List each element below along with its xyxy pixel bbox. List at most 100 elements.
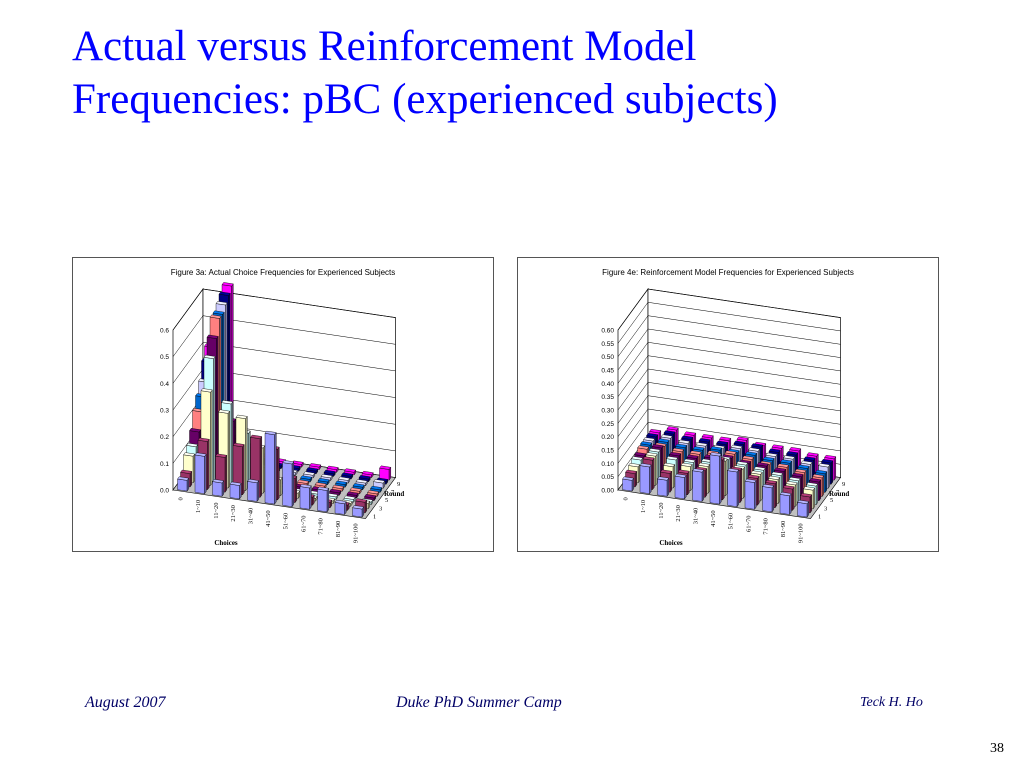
bar [379, 465, 392, 481]
bar-top-face [780, 459, 793, 464]
bar-front-face [797, 502, 808, 518]
round-tick-label: 7 [836, 489, 840, 496]
bar-side-face [719, 453, 722, 505]
bar-front-face [177, 478, 188, 492]
bar [797, 499, 810, 518]
bar-side-face [669, 470, 673, 493]
bar-top-face [317, 478, 330, 483]
bar [212, 479, 225, 497]
bar-top-face [341, 472, 354, 477]
bar [317, 486, 330, 513]
bar-top-face [215, 301, 228, 306]
gridline [617, 368, 841, 411]
bar-top-face [177, 476, 190, 481]
bar-side-face [792, 486, 795, 512]
slide-title-line2: Frequencies: pBC (experienced subjects) [72, 76, 778, 123]
bar-top-face [762, 456, 775, 461]
bar [344, 468, 357, 476]
bar-top-face [299, 484, 312, 489]
bar-top-face [771, 444, 784, 449]
x-tick-label: 31~40 [693, 508, 700, 525]
round-tick-label: 1 [373, 514, 376, 521]
bar-top-face [751, 443, 764, 448]
x-tick-label: 91~100 [798, 523, 805, 543]
bar-top-face [344, 468, 357, 473]
bar-top-face [762, 483, 775, 489]
bar-top-face [334, 499, 347, 505]
bar-top-face [317, 486, 330, 491]
bar-front-face [657, 478, 668, 497]
bar-top-face [648, 448, 661, 453]
round-tick-label: 9 [842, 481, 845, 488]
bar-side-face [789, 493, 792, 516]
bar [335, 480, 348, 488]
bar-front-face [674, 475, 685, 500]
x-tick-label: 71~80 [318, 518, 325, 535]
bar-top-face [335, 480, 348, 485]
bar-top-face [309, 463, 322, 468]
gridline [617, 422, 841, 464]
bar-top-face [183, 452, 196, 457]
bar-top-face [643, 437, 656, 442]
bar-front-face [779, 494, 790, 515]
bar-top-face [744, 478, 757, 483]
bar-side-face [815, 483, 818, 506]
bar-top-face [800, 493, 813, 498]
bar-top-face [320, 473, 333, 479]
round-tick-label: 3 [824, 505, 827, 512]
bar-top-face [660, 469, 673, 474]
bar-side-face [204, 453, 207, 495]
bar-top-face [264, 430, 277, 436]
bar-top-face [783, 455, 796, 460]
bar-top-face [622, 476, 635, 481]
bar-side-face [827, 464, 830, 490]
bar-top-face [797, 464, 810, 469]
bar-top-face [180, 469, 193, 474]
slide-title-line1: Actual versus Reinforcement Model [72, 23, 697, 70]
bar-side-face [704, 467, 708, 499]
bar [674, 473, 687, 500]
bar-top-face [684, 431, 697, 436]
bar-side-face [189, 470, 193, 488]
bar-top-face [768, 475, 781, 480]
bar-top-face [250, 434, 263, 439]
y-tick-label: 0.2 [160, 434, 169, 441]
bar-top-face [698, 462, 711, 467]
bar-side-face [806, 500, 809, 518]
bar-top-face [812, 473, 825, 479]
chart-reinforcement-svg: Figure 4e: Reinforcement Model Frequenci… [601, 268, 854, 547]
x-tick-label: 41~50 [710, 510, 717, 527]
footer-date: August 2007 [85, 694, 166, 711]
y-tick-label: 0.4 [160, 381, 169, 388]
bar-side-face [634, 470, 638, 488]
gridline [617, 288, 841, 331]
gridline [617, 395, 841, 437]
round-tick-label: 7 [391, 489, 395, 496]
gridline [172, 315, 396, 357]
bar-top-face [338, 476, 351, 481]
bar-side-face [684, 474, 687, 500]
bar-side-face [248, 430, 251, 488]
bar-front-face [282, 462, 293, 507]
gridline [617, 408, 841, 451]
bar-top-face [232, 442, 245, 448]
bar-top-face [765, 479, 778, 485]
bar-top-face [639, 463, 652, 468]
bar-top-face [352, 505, 365, 510]
footer-event: Duke PhD Summer Camp [396, 694, 562, 711]
bar-front-face [194, 454, 205, 494]
bar-side-face [754, 479, 757, 510]
bar [177, 476, 190, 492]
bar-front-face [622, 478, 633, 492]
bar-top-face [675, 443, 688, 448]
bar-top-face [379, 465, 392, 470]
bar-top-face [748, 447, 761, 452]
x-tick-label: 51~60 [728, 513, 735, 530]
x-tick-label: 21~30 [675, 505, 682, 522]
x-tick-label: 61~70 [300, 516, 307, 533]
bar-top-face [724, 450, 737, 455]
bar-side-face [291, 461, 295, 508]
bar-top-face [194, 452, 207, 457]
x-tick-label: 61~70 [745, 516, 752, 533]
bar-top-face [666, 426, 679, 431]
